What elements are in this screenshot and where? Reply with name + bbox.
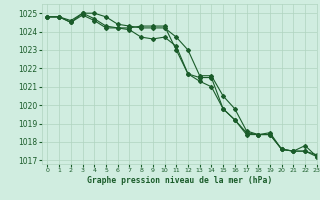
X-axis label: Graphe pression niveau de la mer (hPa): Graphe pression niveau de la mer (hPa): [87, 176, 272, 185]
